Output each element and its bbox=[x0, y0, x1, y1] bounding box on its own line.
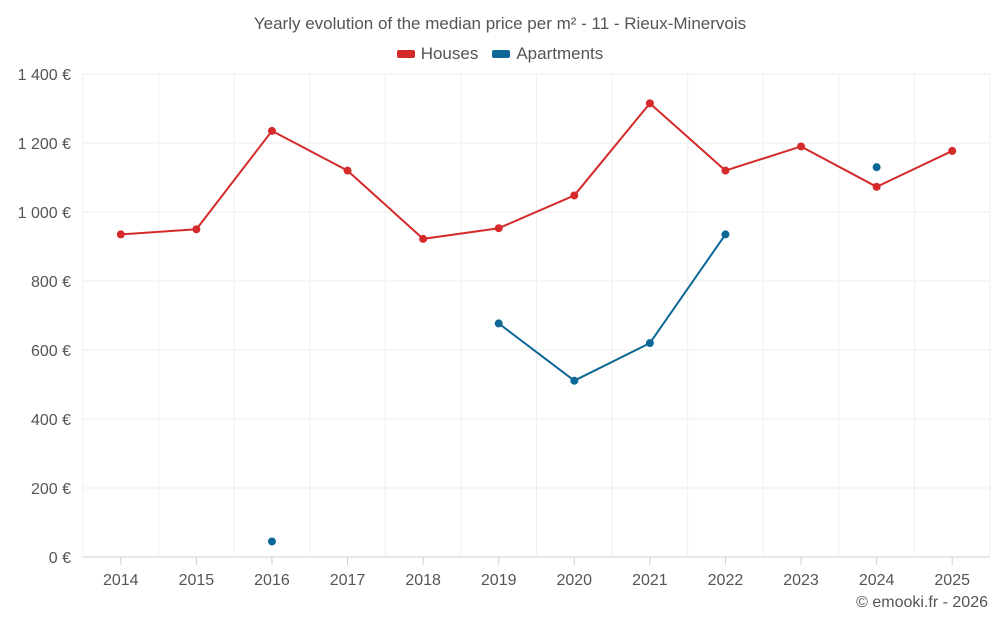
data-point-houses[interactable] bbox=[872, 182, 881, 191]
data-point-houses[interactable] bbox=[948, 146, 957, 155]
legend-swatch-houses bbox=[396, 50, 415, 58]
series-line-houses bbox=[120, 102, 953, 240]
x-tick-label: 2014 bbox=[103, 572, 139, 589]
legend-swatch-apartments bbox=[492, 50, 511, 58]
data-point-houses[interactable] bbox=[419, 234, 428, 243]
y-tick-label: 0 € bbox=[49, 550, 71, 567]
y-tick-label: 800 € bbox=[31, 274, 71, 291]
data-point-apartments[interactable] bbox=[570, 376, 579, 385]
legend-label-houses: Houses bbox=[420, 44, 479, 63]
data-point-houses[interactable] bbox=[116, 230, 125, 239]
x-tick-label: 2024 bbox=[859, 572, 895, 589]
y-tick-label: 1 400 € bbox=[18, 67, 71, 84]
chart-title: Yearly evolution of the median price per… bbox=[253, 14, 747, 33]
x-tick-label: 2018 bbox=[405, 572, 441, 589]
data-point-houses[interactable] bbox=[645, 99, 654, 108]
data-point-apartments[interactable] bbox=[645, 339, 654, 348]
series-line-apartments bbox=[498, 233, 727, 382]
legend-item-houses[interactable]: Houses bbox=[396, 44, 479, 64]
data-point-houses[interactable] bbox=[343, 166, 352, 175]
x-tick-label: 2016 bbox=[254, 572, 290, 589]
x-tick-label: 2019 bbox=[481, 572, 517, 589]
data-point-apartments[interactable] bbox=[872, 163, 881, 172]
data-point-houses[interactable] bbox=[192, 225, 201, 234]
x-tick-label: 2015 bbox=[179, 572, 215, 589]
data-point-apartments[interactable] bbox=[267, 537, 276, 546]
x-tick-label: 2017 bbox=[330, 572, 366, 589]
y-tick-label: 1 000 € bbox=[18, 205, 71, 222]
credit-text: © emooki.fr - 2026 bbox=[856, 594, 988, 611]
y-tick-label: 1 200 € bbox=[18, 136, 71, 153]
legend: Houses Apartments bbox=[0, 44, 1000, 64]
y-tick-label: 200 € bbox=[31, 481, 71, 498]
data-point-houses[interactable] bbox=[797, 142, 806, 151]
legend-item-apartments[interactable]: Apartments bbox=[492, 44, 603, 64]
y-tick-label: 400 € bbox=[31, 412, 71, 429]
x-tick-label: 2022 bbox=[708, 572, 744, 589]
data-point-apartments[interactable] bbox=[721, 230, 730, 239]
y-tick-label: 600 € bbox=[31, 343, 71, 360]
data-point-houses[interactable] bbox=[721, 166, 730, 175]
legend-label-apartments: Apartments bbox=[516, 44, 604, 63]
data-point-houses[interactable] bbox=[570, 191, 579, 200]
x-tick-label: 2023 bbox=[783, 572, 819, 589]
x-tick-label: 2025 bbox=[934, 572, 970, 589]
data-point-apartments[interactable] bbox=[494, 319, 503, 328]
x-tick-label: 2020 bbox=[556, 572, 592, 589]
x-tick-label: 2021 bbox=[632, 572, 668, 589]
data-point-houses[interactable] bbox=[267, 126, 276, 135]
data-point-houses[interactable] bbox=[494, 224, 503, 233]
